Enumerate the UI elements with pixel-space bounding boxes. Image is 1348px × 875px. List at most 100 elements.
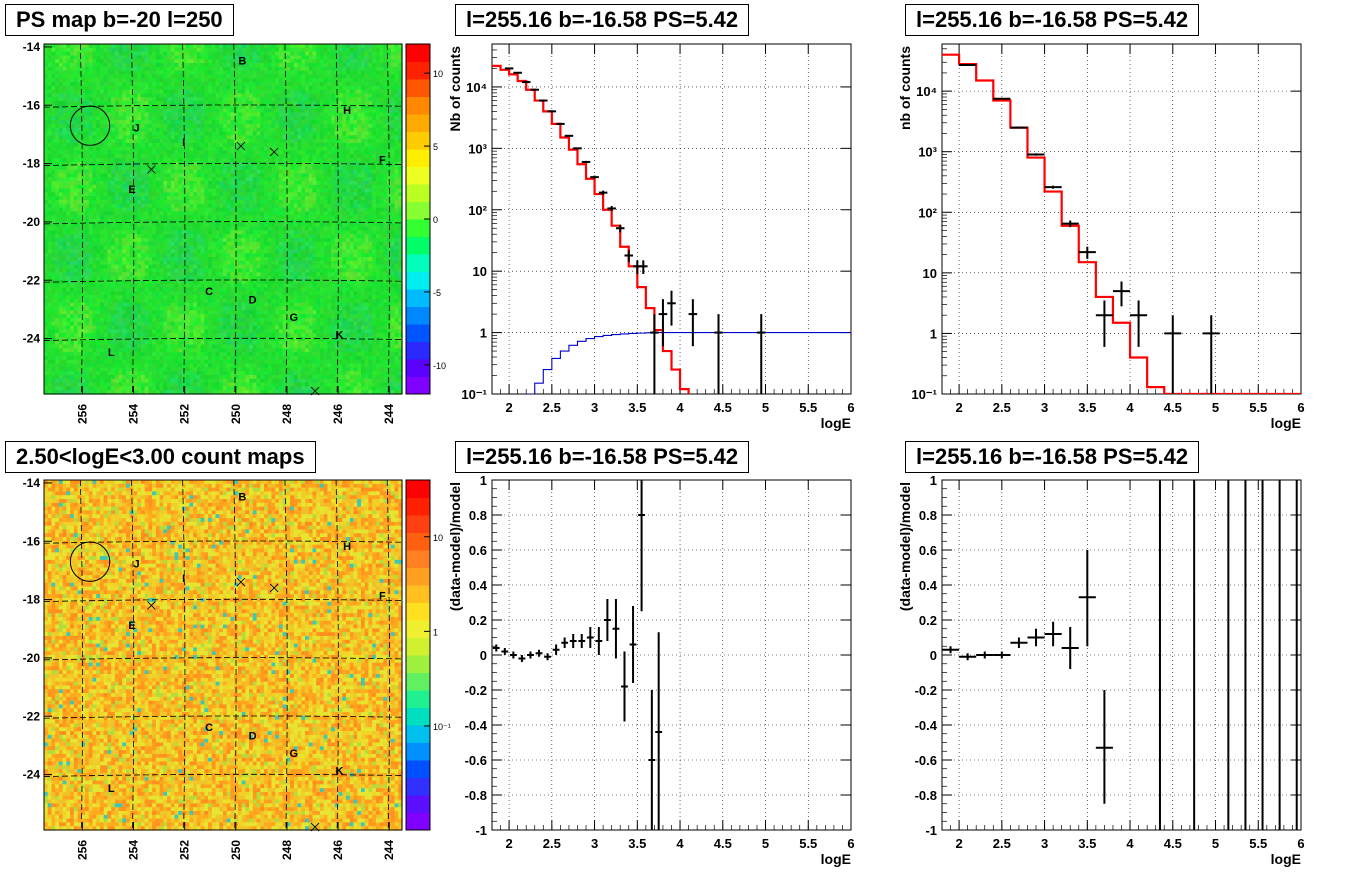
map-source-label: K xyxy=(336,330,344,342)
colorbar-tick-label: 10⁻¹ xyxy=(433,722,451,732)
y-tick-label: 10² xyxy=(918,205,937,220)
map-cross-marker xyxy=(236,577,246,587)
map-source-label: B xyxy=(238,491,246,503)
map-x-tick-label: 244 xyxy=(382,840,396,860)
x-axis-label: logE xyxy=(821,415,851,431)
map-y-tick-label: -20 xyxy=(23,215,41,229)
x-tick-label: 3 xyxy=(1041,836,1048,851)
y-tick-label: -1 xyxy=(475,823,487,838)
map-x-tick-label: 248 xyxy=(280,840,294,860)
map-source-label: G xyxy=(289,748,298,760)
map-source-label: E xyxy=(128,620,135,632)
map-x-tick-label: 250 xyxy=(229,404,243,424)
y-tick-label: 10 xyxy=(473,264,487,279)
x-axis-label: logE xyxy=(1271,851,1301,867)
y-tick-label: -0.4 xyxy=(915,718,938,733)
x-tick-label: 6 xyxy=(847,836,854,851)
map-cross-marker xyxy=(269,147,279,157)
plot-grid xyxy=(492,44,852,395)
map-y-tick-label: -24 xyxy=(23,332,41,346)
x-tick-label: 4 xyxy=(1126,400,1134,415)
colorbar-tick-label: -5 xyxy=(433,288,441,298)
y-tick-label: 10⁻¹ xyxy=(461,387,487,402)
y-tick-label: 0.8 xyxy=(919,508,937,523)
map-y-tick-label: -20 xyxy=(23,651,41,665)
x-tick-label: 2.5 xyxy=(543,400,561,415)
map-cross-marker xyxy=(147,601,156,610)
x-axis-label: logE xyxy=(1271,415,1301,431)
x-tick-label: 3.5 xyxy=(1078,400,1096,415)
plot-data xyxy=(942,53,1301,394)
x-tick-label: 5 xyxy=(1212,400,1219,415)
y-tick-label: 0.6 xyxy=(469,543,487,558)
map-y-tick-label: -18 xyxy=(23,157,41,171)
map-source-label: J xyxy=(134,559,140,571)
x-tick-label: 2.5 xyxy=(993,836,1011,851)
map-frame xyxy=(43,43,403,395)
plot-frame xyxy=(491,479,852,831)
plot-panel-4: 2 2.5 3 3.5 4 4.5 5 5.5 6 -1 -0.8 -0.6 -0.4 -0.2 0 0.2 0… xyxy=(897,473,1305,867)
colorbar-tick-label: 10 xyxy=(433,69,443,79)
model-histogram-0 xyxy=(492,64,690,394)
x-tick-label: 4.5 xyxy=(714,836,732,851)
map-cross-marker xyxy=(236,141,246,151)
plot-panel-3: 2 2.5 3 3.5 4 4.5 5 5.5 6 -1 -0.8 -0.6 -0.4 -0.2 0 0.2 0… xyxy=(447,473,855,867)
map-colorbar: 10 1 10⁻¹ xyxy=(405,479,451,831)
y-tick-label: 10 xyxy=(923,266,937,281)
map-source-label: H xyxy=(343,105,351,117)
map-y-tick-label: -14 xyxy=(23,40,41,54)
x-tick-label: 3 xyxy=(591,836,598,851)
x-tick-label: 5.5 xyxy=(799,836,817,851)
map-x-tick-label: 244 xyxy=(382,404,396,424)
map-source-label: L xyxy=(108,347,115,359)
residual1-title: l=255.16 b=-16.58 PS=5.42 xyxy=(455,441,750,473)
y-axis-label: (data-model)/model xyxy=(897,482,913,611)
x-tick-label: 4 xyxy=(676,400,684,415)
y-tick-label: -0.6 xyxy=(465,753,487,768)
y-tick-label: 0 xyxy=(480,648,487,663)
plot-data xyxy=(492,480,663,830)
map-x-tick-label: 254 xyxy=(127,404,141,424)
map-x-tick-label: 248 xyxy=(280,404,294,424)
map-x-tick-label: 256 xyxy=(75,840,89,860)
map-source-label: F xyxy=(379,591,386,603)
x-tick-label: 2 xyxy=(955,400,962,415)
x-tick-label: 5.5 xyxy=(1249,836,1267,851)
map-colorbar: 10 5 0 -5 -10 xyxy=(405,43,446,395)
y-tick-label: 0.4 xyxy=(919,578,938,593)
y-tick-label: 0.6 xyxy=(919,543,937,558)
x-tick-label: 5 xyxy=(762,836,769,851)
x-tick-label: 3.5 xyxy=(1078,836,1096,851)
y-tick-label: -1 xyxy=(925,823,937,838)
x-tick-label: 4.5 xyxy=(1164,400,1182,415)
plot-frame xyxy=(491,43,852,395)
map-y-tick-label: -18 xyxy=(23,593,41,607)
x-tick-label: 3.5 xyxy=(628,836,646,851)
map-x-tick-label: 252 xyxy=(178,404,192,424)
y-tick-label: 1 xyxy=(480,326,487,341)
y-tick-label: 1 xyxy=(480,473,487,488)
map-x-tick-label: 246 xyxy=(331,840,345,860)
plot-panel-1: 2 2.5 3 3.5 4 4.5 5 5.5 6 10⁻¹ 1 10 10² 10³ 10⁴ logE Nb … xyxy=(447,43,855,431)
model-histogram-1 xyxy=(525,332,851,394)
colorbar-tick-label: 5 xyxy=(433,142,438,152)
x-tick-label: 2 xyxy=(955,836,962,851)
map-grid xyxy=(43,479,403,831)
plot-panel-2: 2 2.5 3 3.5 4 4.5 5 5.5 6 10⁻¹ 1 10 10² 10³ 10⁴ logE nb … xyxy=(897,43,1305,431)
map-y-tick-label: -24 xyxy=(23,768,41,782)
map-source-label: L xyxy=(108,783,115,795)
map-panel-2: 256 254 252 250 248 246 244 -14 -16 -18 -20 -22 -24 B… xyxy=(23,476,451,860)
map-y-tick-label: -22 xyxy=(23,273,41,287)
map-source-label: E xyxy=(128,184,135,196)
y-tick-label: 10⁻¹ xyxy=(911,387,937,402)
x-tick-label: 3.5 xyxy=(628,400,646,415)
map-cross-marker xyxy=(310,386,320,396)
y-tick-label: 10⁴ xyxy=(466,80,487,95)
y-tick-label: 1 xyxy=(930,473,937,488)
colorbar-tick-label: 0 xyxy=(433,215,438,225)
spectrum2-title: l=255.16 b=-16.58 PS=5.42 xyxy=(905,4,1200,36)
x-tick-label: 2 xyxy=(505,400,512,415)
map-source-label: C xyxy=(205,722,213,734)
x-tick-label: 4 xyxy=(676,836,684,851)
x-tick-label: 5.5 xyxy=(1249,400,1267,415)
